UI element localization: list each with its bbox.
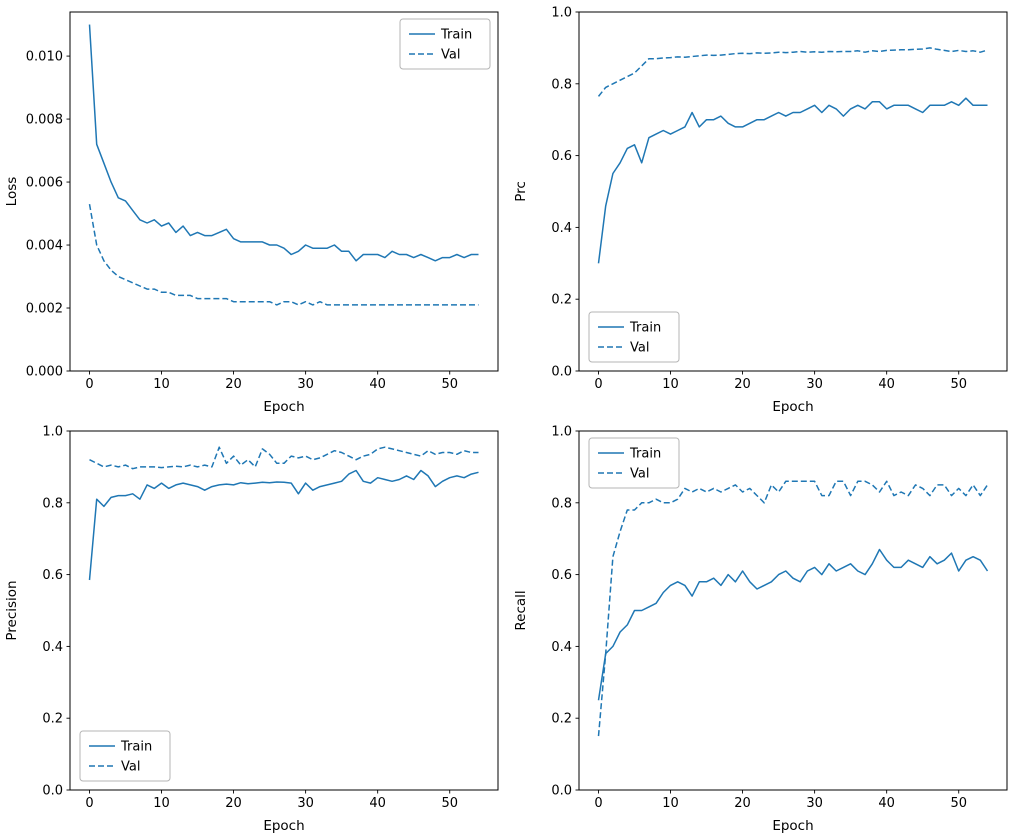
legend-box [79,730,171,782]
y-tick-label: 0.0 [551,365,572,380]
y-tick-label: 0.4 [551,221,572,236]
y-tick-label: 0.4 [42,640,63,655]
y-tick-label: 1.0 [551,425,572,440]
x-axis-label: Epoch [263,399,304,415]
train-line-precision [88,469,479,581]
y-tick-label: 0.2 [551,293,572,308]
x-tick-label: 10 [662,377,679,392]
x-tick-label: 20 [225,377,242,392]
x-tick-label: 40 [369,796,386,811]
x-tick-label: 10 [153,377,170,392]
x-tick-label: 0 [594,377,602,392]
x-tick-label: 30 [297,796,314,811]
x-tick-label: 0 [594,796,602,811]
x-tick-label: 50 [441,796,458,811]
chart-loss: 0 10 20 30 40 50 0.000 0.002 0.004 0.006 0.008 0.01… [0,0,509,419]
plot-border [578,430,1008,791]
val-line-recall [597,480,989,737]
train-line-prc [597,97,988,264]
x-axis-label: Epoch [772,818,813,834]
x-tick-label: 0 [85,796,93,811]
chart-prc: 0 10 20 30 40 50 0.0 0.2 0.4 0.6 0.8 1.0 Epoch Prc Tra… [509,0,1018,419]
legend-label-train: Train [440,28,472,43]
y-tick-label: 1.0 [551,6,572,21]
legend-label-train: Train [629,447,661,462]
x-tick-label: 0 [85,377,93,392]
y-axis-label: Precision [4,580,20,640]
x-tick-label: 20 [734,796,751,811]
y-axis-label: Loss [4,177,20,207]
legend-label-val: Val [121,760,140,775]
y-tick-label: 0.002 [26,302,63,317]
y-tick-label: 0.010 [26,50,63,65]
x-tick-label: 30 [297,377,314,392]
y-tick-label: 0.8 [42,496,63,511]
y-tick-label: 0.6 [551,149,572,164]
x-tick-label: 30 [806,796,823,811]
x-tick-label: 40 [878,377,895,392]
train-line-recall [597,548,989,701]
x-axis-label: Epoch [772,399,813,415]
val-line-prc [597,47,988,97]
plot-svg-loss: 0 10 20 30 40 50 0.000 0.002 0.004 0.006 0.008 0.01… [4,11,499,415]
x-tick-label: 30 [806,377,823,392]
y-tick-label: 0.2 [551,712,572,727]
legend-box [588,311,680,363]
x-tick-label: 20 [225,796,242,811]
val-line-loss [88,203,479,306]
y-tick-label: 0.004 [26,239,63,254]
val-line-precision [89,446,479,470]
y-axis-label: Prc [513,181,529,202]
plot-border [69,430,499,791]
train-line-loss [88,24,479,262]
y-tick-label: 0.2 [42,712,63,727]
y-tick-label: 1.0 [42,425,63,440]
legend-label-train: Train [120,740,152,755]
y-tick-label: 0.6 [551,568,572,583]
y-tick-label: 0.006 [26,176,63,191]
y-tick-label: 0.8 [551,496,572,511]
legend-label-train: Train [629,321,661,336]
x-tick-label: 50 [441,377,458,392]
plot-svg-precision: 0 10 20 30 40 50 0.0 0.2 0.4 0.6 0.8 1.0 Epoch Precis… [4,425,499,834]
legend-label-val: Val [441,48,460,63]
legend-box [399,18,491,70]
plot-border [578,11,1008,372]
plot-border [69,11,499,372]
plot-svg-recall: 0 10 20 30 40 50 0.0 0.2 0.4 0.6 0.8 1.0 Epoch Recall… [513,425,1008,834]
x-tick-label: 50 [950,377,967,392]
legend-box [588,437,680,489]
x-tick-label: 40 [878,796,895,811]
x-axis-label: Epoch [263,818,304,834]
y-axis-label: Recall [513,590,529,630]
x-tick-label: 20 [734,377,751,392]
legend-label-val: Val [630,341,649,356]
x-tick-label: 10 [153,796,170,811]
chart-recall: 0 10 20 30 40 50 0.0 0.2 0.4 0.6 0.8 1.0 Epoch Recall… [509,419,1018,838]
y-tick-label: 0.0 [42,784,63,799]
y-tick-label: 0.000 [26,365,63,380]
y-tick-label: 0.6 [42,568,63,583]
chart-precision: 0 10 20 30 40 50 0.0 0.2 0.4 0.6 0.8 1.0 Epoch Precis… [0,419,509,838]
x-tick-label: 50 [950,796,967,811]
y-tick-label: 0.0 [551,784,572,799]
x-tick-label: 40 [369,377,386,392]
legend-label-val: Val [630,467,649,482]
y-tick-label: 0.4 [551,640,572,655]
y-tick-label: 0.8 [551,77,572,92]
plot-svg-prc: 0 10 20 30 40 50 0.0 0.2 0.4 0.6 0.8 1.0 Epoch Prc Tra… [513,6,1008,415]
x-tick-label: 10 [662,796,679,811]
y-tick-label: 0.008 [26,113,63,128]
